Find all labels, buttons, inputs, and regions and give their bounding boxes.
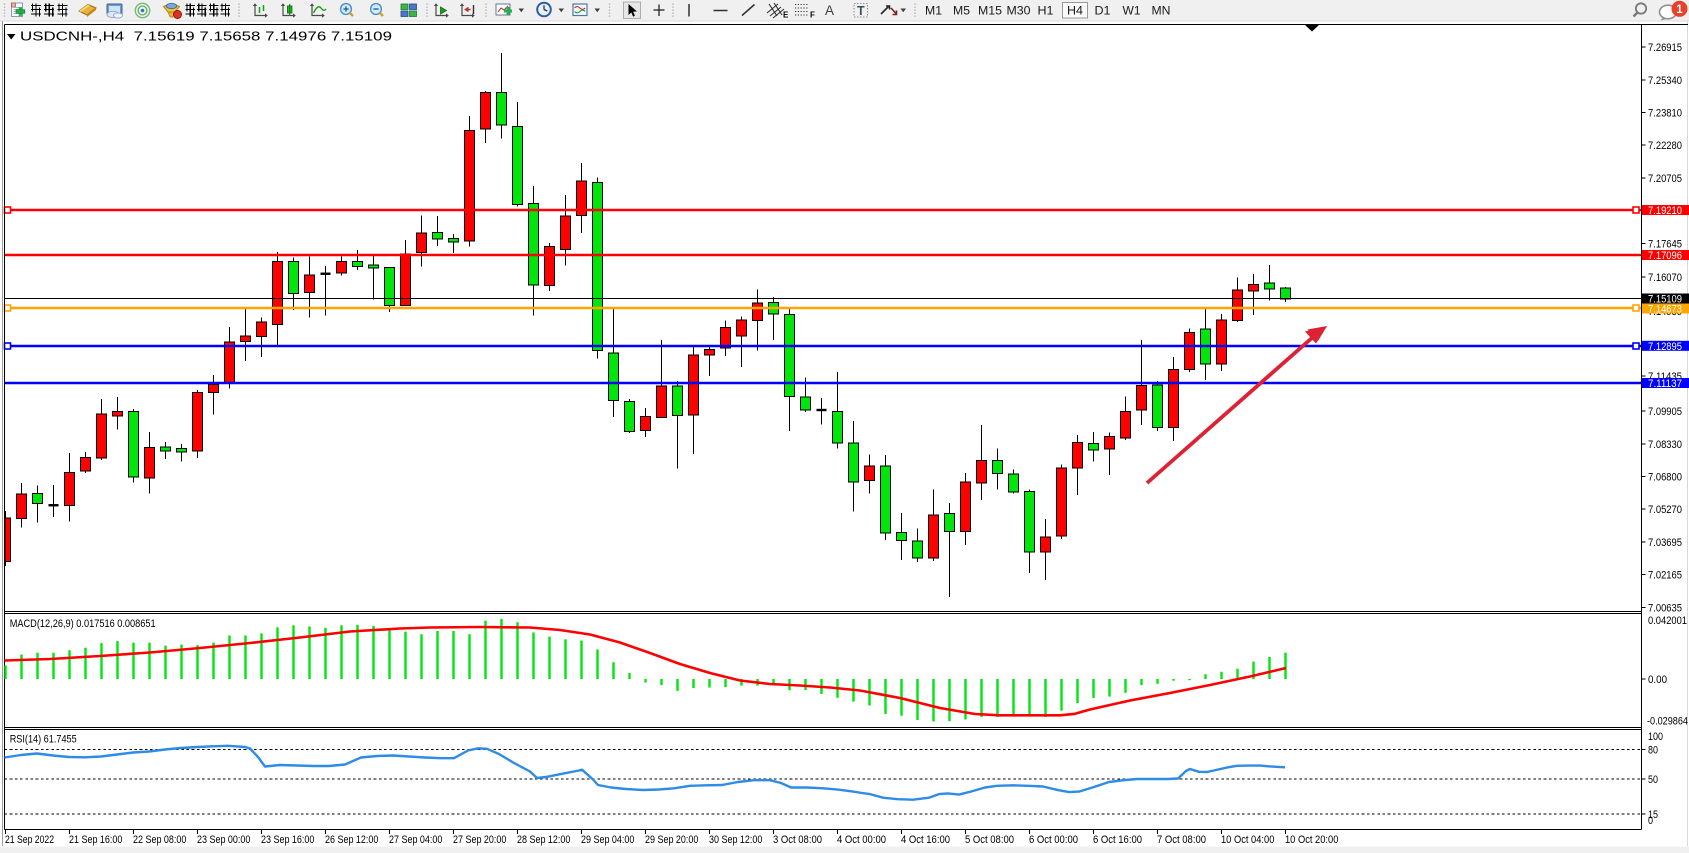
svg-text:7.12895: 7.12895 — [1648, 341, 1682, 353]
svg-text:6 Oct 16:00: 6 Oct 16:00 — [1093, 834, 1142, 846]
svg-text:5 Oct 08:00: 5 Oct 08:00 — [965, 834, 1014, 846]
svg-text:0.042001: 0.042001 — [1648, 615, 1687, 627]
svg-text:M15: M15 — [978, 6, 1002, 18]
svg-text:7 Oct 08:00: 7 Oct 08:00 — [1157, 834, 1206, 846]
svg-text:22 Sep 08:00: 22 Sep 08:00 — [133, 834, 186, 846]
svg-text:H1: H1 — [1038, 6, 1054, 18]
svg-text:30 Sep 12:00: 30 Sep 12:00 — [709, 834, 762, 846]
svg-text:26 Sep 12:00: 26 Sep 12:00 — [325, 834, 378, 846]
svg-text:T: T — [857, 4, 865, 18]
svg-text:21 Sep 2022: 21 Sep 2022 — [5, 834, 54, 846]
svg-text:E: E — [783, 11, 789, 20]
svg-text:7.02165: 7.02165 — [1648, 570, 1682, 582]
svg-text:7.20705: 7.20705 — [1648, 173, 1682, 185]
svg-text:7.15109: 7.15109 — [1648, 294, 1682, 306]
svg-text:7.06800: 7.06800 — [1648, 472, 1682, 484]
svg-text:7.14673: 7.14673 — [1648, 304, 1682, 316]
svg-text:MN: MN — [1152, 6, 1171, 18]
svg-text:80: 80 — [1648, 745, 1658, 757]
svg-text:0: 0 — [1648, 815, 1653, 827]
svg-text:MACD(12,26,9) 0.017516 0.00865: MACD(12,26,9) 0.017516 0.008651 — [10, 618, 156, 630]
svg-text:7.25340: 7.25340 — [1648, 75, 1682, 87]
svg-text:D1: D1 — [1095, 6, 1111, 18]
svg-text:7.22280: 7.22280 — [1648, 140, 1682, 152]
svg-text:23 Sep 16:00: 23 Sep 16:00 — [261, 834, 314, 846]
svg-text:50: 50 — [1648, 774, 1658, 786]
svg-text:7.19210: 7.19210 — [1648, 205, 1682, 217]
svg-text:4 Oct 00:00: 4 Oct 00:00 — [837, 834, 886, 846]
svg-text:W1: W1 — [1123, 6, 1141, 18]
svg-text:7.00635: 7.00635 — [1648, 603, 1682, 615]
svg-text:21 Sep 16:00: 21 Sep 16:00 — [69, 834, 122, 846]
svg-text:M1: M1 — [925, 6, 942, 18]
svg-text:7.08330: 7.08330 — [1648, 439, 1682, 451]
svg-text:0.00: 0.00 — [1648, 674, 1667, 686]
svg-text:-0.029864: -0.029864 — [1647, 716, 1688, 728]
svg-text:23 Sep 00:00: 23 Sep 00:00 — [197, 834, 250, 846]
svg-text:29 Sep 04:00: 29 Sep 04:00 — [581, 834, 634, 846]
svg-text:1: 1 — [1676, 4, 1683, 16]
svg-text:M5: M5 — [953, 6, 970, 18]
svg-text:7.16070: 7.16070 — [1648, 272, 1682, 284]
svg-text:7.26915: 7.26915 — [1648, 42, 1682, 54]
svg-text:3 Oct 08:00: 3 Oct 08:00 — [773, 834, 822, 846]
svg-text:M30: M30 — [1007, 6, 1031, 18]
svg-text:27 Sep 20:00: 27 Sep 20:00 — [453, 834, 506, 846]
svg-text:7.03695: 7.03695 — [1648, 537, 1682, 549]
svg-text:7.09905: 7.09905 — [1648, 406, 1682, 418]
svg-text:4 Oct 16:00: 4 Oct 16:00 — [901, 834, 950, 846]
svg-text:RSI(14) 61.7455: RSI(14) 61.7455 — [10, 734, 77, 746]
svg-text:7.05270: 7.05270 — [1648, 504, 1682, 516]
svg-text:10 Oct 04:00: 10 Oct 04:00 — [1221, 834, 1274, 846]
svg-text:7.11137: 7.11137 — [1648, 378, 1682, 390]
svg-text:A: A — [825, 3, 834, 18]
svg-text:100: 100 — [1648, 731, 1663, 743]
svg-text:7.17096: 7.17096 — [1648, 250, 1682, 262]
svg-text:15: 15 — [1648, 809, 1658, 821]
svg-text:H4: H4 — [1067, 6, 1084, 18]
svg-text:10 Oct 20:00: 10 Oct 20:00 — [1285, 834, 1338, 846]
svg-text:6 Oct 00:00: 6 Oct 00:00 — [1029, 834, 1078, 846]
svg-text:29 Sep 20:00: 29 Sep 20:00 — [645, 834, 698, 846]
svg-text:27 Sep 04:00: 27 Sep 04:00 — [389, 834, 442, 846]
svg-text:USDCNH-,H4 7.15619 7.15658 7.: USDCNH-,H4 7.15619 7.15658 7.14976 7.151… — [20, 30, 392, 44]
svg-text:F: F — [810, 11, 815, 20]
svg-text:7.23810: 7.23810 — [1648, 108, 1682, 120]
svg-text:7.17645: 7.17645 — [1648, 239, 1682, 251]
svg-text:28 Sep 12:00: 28 Sep 12:00 — [517, 834, 570, 846]
